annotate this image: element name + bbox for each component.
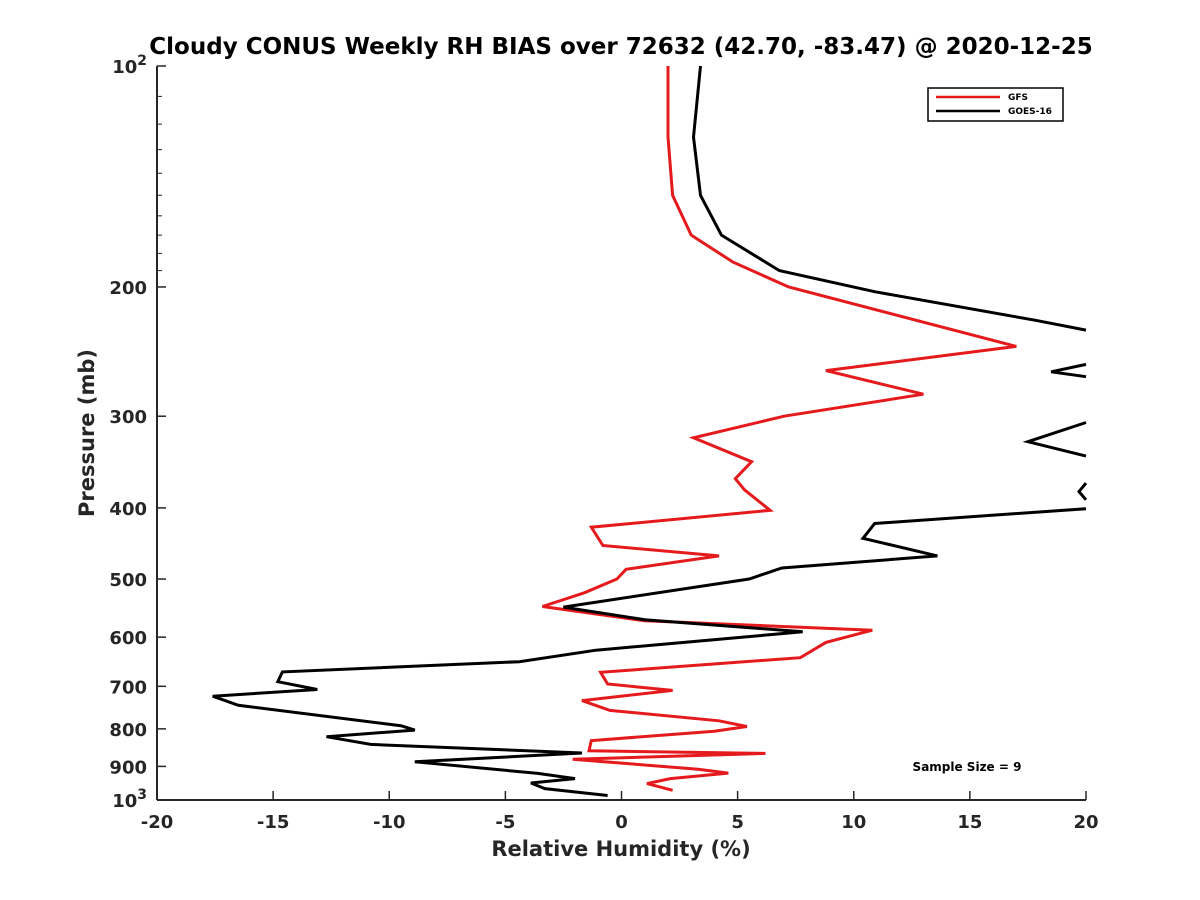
y-tick-label: 500	[109, 570, 147, 591]
legend-box	[927, 87, 1064, 122]
y-tick-label: 700	[109, 677, 147, 698]
x-tick-label: 20	[1073, 812, 1098, 833]
x-axis-label: Relative Humidity (%)	[491, 837, 750, 861]
chart-title: Cloudy CONUS Weekly RH BIAS over 72632 (…	[149, 34, 1092, 60]
y-tick-label: 600	[109, 628, 147, 649]
legend-label-goes-16: GOES-16	[1008, 107, 1052, 117]
x-tick-label: -5	[495, 812, 515, 833]
x-tick-label: 10	[841, 812, 866, 833]
series-line-goes-16	[212, 65, 1088, 797]
y-tick-label: 400	[109, 499, 147, 520]
y-tick-label: 102	[112, 53, 147, 78]
legend: GFS GOES-16	[927, 87, 1064, 122]
series-layer	[212, 65, 1088, 797]
y-tick-label: 900	[109, 757, 147, 778]
sample-size-annotation: Sample Size = 9	[913, 760, 1022, 774]
x-tick-label: 0	[615, 812, 628, 833]
y-tick-label: 300	[109, 407, 147, 428]
ticks-layer: -20 -15 -10 -5 0 5 10 15 20 102 200 300 400 500 600 700…	[109, 53, 1098, 833]
x-tick-label: -15	[257, 812, 290, 833]
x-tick-label: 15	[957, 812, 982, 833]
y-tick-label: 103	[112, 787, 147, 812]
x-tick-label: -20	[141, 812, 174, 833]
x-tick-label: -10	[373, 812, 406, 833]
y-tick-label: 200	[109, 278, 147, 299]
legend-label-gfs: GFS	[1008, 93, 1028, 103]
series-line-gfs	[542, 66, 1017, 792]
y-axis-label: Pressure (mb)	[75, 349, 99, 517]
x-tick-label: 5	[731, 812, 744, 833]
y-tick-label: 800	[109, 720, 147, 741]
